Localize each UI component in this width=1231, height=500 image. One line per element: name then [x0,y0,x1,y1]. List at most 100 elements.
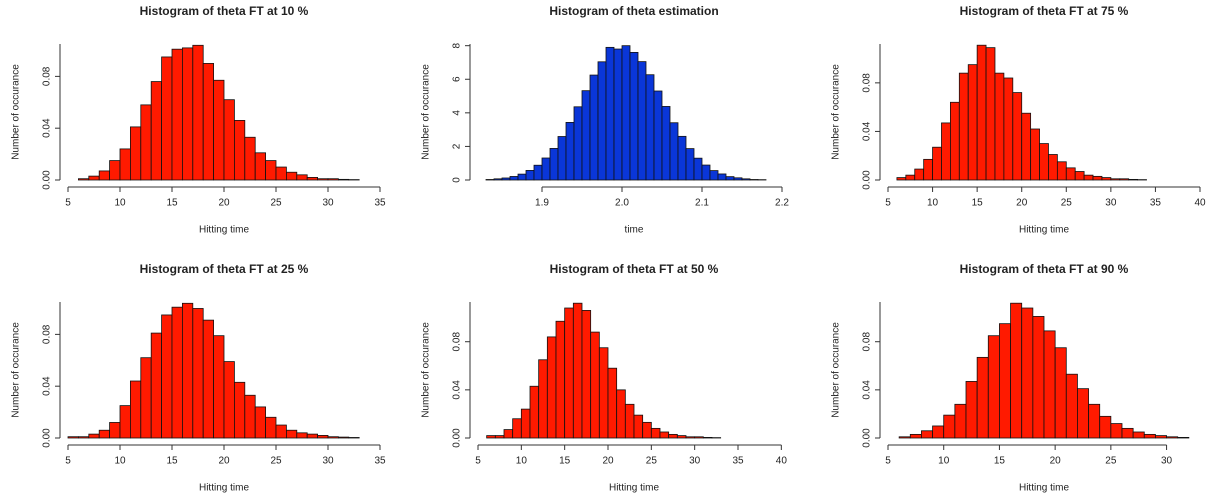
y-axis-label: Number of occurance [11,64,22,160]
histogram-panel: Histogram of theta estimation time Number … [421,4,790,235]
histogram-bar [898,436,911,439]
histogram-bar [1083,174,1094,181]
x-tick-label: 5 [885,198,891,209]
histogram-bar [896,177,907,181]
histogram-bar [616,389,626,439]
histogram-bar [941,122,951,181]
histogram-bar [546,336,557,439]
histogram-bar [932,146,942,181]
x-tick-label: 5 [475,456,481,467]
histogram-bar [999,323,1011,439]
histogram-bar [987,335,1000,439]
histogram-bar [605,46,615,181]
histogram-bar [621,45,631,181]
x-tick-label: 10 [938,456,950,467]
histogram-bar [181,47,194,181]
histogram-bar [741,178,751,181]
x-tick-label: 10 [114,456,126,467]
x-tick-label: 30 [689,456,701,467]
histogram-bar [140,104,152,181]
histogram-bar [78,436,90,439]
histogram-bar [202,319,214,439]
x-tick-label: 30 [1105,198,1117,209]
histogram-bar [1048,154,1058,181]
histogram-bar [909,433,922,439]
histogram-bar [659,431,670,439]
x-tick-label: 20 [1016,198,1028,209]
x-tick-label: 40 [776,456,788,467]
histogram-bar [633,414,644,439]
histogram-bar [192,308,204,439]
histogram-bar [337,178,350,181]
histogram-bar [581,310,592,439]
histogram-bar [702,436,713,439]
histogram-bar [275,424,287,439]
histogram-bar [1128,178,1138,181]
histogram-bar [1039,143,1049,181]
histogram-bar [517,173,527,181]
histogram-bar [976,44,987,181]
x-tick-label: 25 [1061,198,1073,209]
x-tick-label: 10 [927,198,939,209]
histogram-bar [98,429,110,439]
histogram-bar [493,178,503,181]
histogram-bar [637,61,647,181]
histogram-bar [140,357,152,439]
histogram-bar [1021,307,1034,439]
histogram-bar [244,136,256,181]
y-tick-label: 0.00 [862,428,873,448]
histogram-bar [181,302,194,439]
x-tick-label: 15 [166,456,178,467]
x-tick-label: 10 [114,198,126,209]
histogram-bar [1132,431,1145,439]
histogram-bar [1110,178,1121,181]
histogram-bar [129,126,142,181]
histogram-bar [685,436,696,439]
histogram-bar [598,347,609,439]
histogram-bar [949,101,960,181]
histogram-bar [943,414,956,439]
histogram-bar [642,421,652,439]
histogram-bar [233,381,246,439]
histogram-bar [1074,171,1085,181]
histogram-bar [958,72,969,181]
histogram-bar [109,422,121,439]
histogram-bar [994,72,1005,181]
histogram-bar [624,403,635,439]
histogram-bar [265,416,277,439]
histogram-bar [538,359,548,439]
histogram-bar [572,302,583,439]
y-tick-label: 0.00 [862,170,873,190]
histogram-bar [921,430,933,439]
y-tick-label: 0.04 [42,118,53,138]
histogram-bar [693,157,703,181]
histogram-bar [337,436,350,439]
histogram-bar [1088,403,1101,439]
histogram-bar [1012,92,1023,181]
histogram-bar [676,435,687,439]
histogram-bar [590,331,600,439]
y-tick-label: 0.04 [862,380,873,400]
x-tick-label: 30 [322,198,334,209]
histogram-bar [581,90,591,181]
y-tick-label: 0 [452,177,463,183]
histogram-bar [1110,423,1123,439]
histogram-bar [317,435,329,439]
histogram-panel: Histogram of theta FT at 10 % Hitting tim… [11,4,386,235]
histogram-bar [549,148,559,181]
histogram-bar [161,56,173,181]
x-tick-label: 35 [732,456,744,467]
histogram-bar [306,177,319,181]
y-tick-label: 8 [452,42,463,48]
histogram-bar [223,99,235,181]
histogram-bar [1155,435,1167,439]
histogram-bar [954,403,967,439]
histogram-bar [223,361,235,439]
histogram-bar [109,160,121,181]
histogram-bar [529,385,540,439]
x-tick-label: 25 [270,456,282,467]
chart-title: Histogram of theta FT at 25 % [140,262,309,276]
histogram-bar [661,106,671,181]
histogram-bar [494,435,505,439]
histogram-bar [923,158,933,181]
